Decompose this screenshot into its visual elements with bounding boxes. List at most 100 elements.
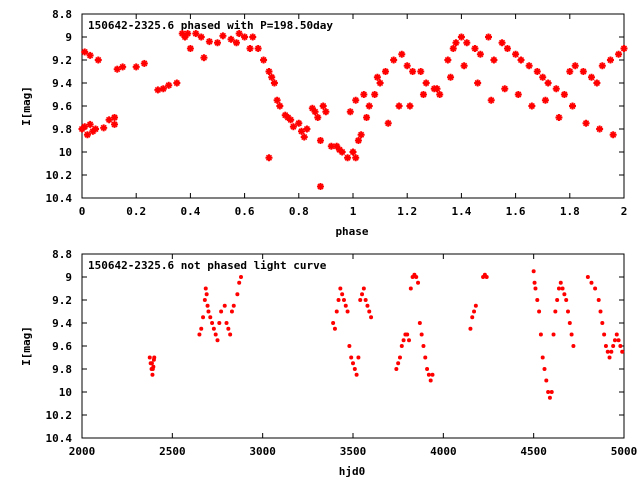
x-tick-label: 1.2 (397, 205, 417, 218)
data-point (365, 102, 373, 110)
data-point (490, 56, 498, 64)
y-tick-label: 8.8 (52, 8, 72, 21)
y-tick-label: 9.6 (52, 340, 72, 353)
data-point (609, 131, 617, 139)
data-point (363, 114, 371, 121)
data-point (287, 116, 295, 124)
data-point (571, 344, 576, 348)
data-point (140, 59, 148, 67)
data-point (612, 338, 617, 343)
data-point (210, 321, 215, 325)
data-point (334, 309, 339, 314)
data-point (463, 39, 471, 47)
data-point (468, 326, 473, 331)
data-point (544, 79, 552, 87)
data-point (616, 338, 621, 343)
data-point (343, 303, 348, 308)
data-point (571, 62, 579, 70)
data-point (452, 39, 460, 47)
data-point (528, 102, 536, 110)
data-point (384, 119, 392, 127)
data-point (474, 79, 482, 87)
data-point (600, 321, 605, 325)
data-point (615, 50, 623, 58)
y-tick-label: 9.8 (52, 123, 72, 136)
data-point (533, 286, 538, 291)
data-point (319, 102, 327, 110)
data-point (593, 286, 598, 291)
data-point (419, 91, 427, 98)
x-tick-label: 2500 (159, 445, 186, 458)
data-point (593, 79, 601, 87)
data-point (421, 344, 426, 348)
data-point (436, 91, 444, 98)
data-point (235, 292, 240, 297)
x-tick-label: 1.8 (560, 205, 580, 218)
y-tick-label: 10 (59, 386, 72, 399)
data-point (159, 85, 167, 93)
data-point (596, 125, 604, 133)
data-point (449, 45, 457, 52)
data-point (525, 62, 533, 70)
data-point (555, 114, 563, 121)
data-point (205, 303, 210, 308)
data-point (219, 32, 227, 40)
data-point (401, 338, 406, 343)
data-point (81, 123, 89, 131)
data-point (295, 119, 303, 127)
data-point (298, 127, 306, 135)
data-point (268, 73, 276, 81)
data-point (186, 45, 194, 52)
data-point (426, 372, 431, 377)
y-tick-label: 9.8 (52, 363, 72, 376)
data-point (105, 116, 113, 124)
data-point (232, 39, 240, 47)
data-point (229, 309, 234, 314)
y-tick-label: 9 (65, 31, 72, 44)
y-tick-label: 10.2 (46, 169, 73, 182)
x-tick-label: 1.4 (451, 205, 471, 218)
data-point (347, 344, 352, 348)
x-tick-label: 5000 (611, 445, 638, 458)
data-point (316, 183, 324, 190)
y-tick-label: 10.4 (46, 432, 73, 445)
x-tick-label: 0.6 (235, 205, 255, 218)
data-point (533, 68, 541, 75)
x-tick-label: 0 (79, 205, 86, 218)
data-point (579, 68, 587, 75)
data-point (373, 73, 381, 81)
data-point (430, 372, 435, 377)
data-point (119, 63, 127, 71)
y-tick-label: 10.2 (46, 409, 73, 422)
phased-x-axis-label: phase (335, 225, 368, 238)
data-point (132, 63, 140, 71)
data-point (425, 367, 430, 371)
data-point (457, 33, 465, 41)
data-point (394, 367, 399, 371)
data-point (197, 33, 205, 41)
data-point (94, 56, 102, 64)
data-point (603, 344, 608, 348)
data-point (403, 62, 411, 70)
data-point (484, 275, 489, 279)
plot-frame (81, 13, 625, 199)
data-point (352, 96, 360, 104)
data-point (422, 79, 430, 87)
data-point (569, 102, 577, 110)
data-point (498, 39, 506, 47)
data-point (390, 56, 398, 64)
data-point (356, 355, 361, 360)
data-point (354, 137, 362, 144)
data-point (211, 326, 216, 331)
phased-y-axis-label: I[mag] (20, 86, 33, 126)
data-point (331, 321, 336, 325)
data-point (81, 48, 89, 56)
data-point (607, 355, 612, 360)
data-point (369, 315, 374, 320)
data-point (154, 86, 162, 94)
data-point (237, 280, 242, 285)
data-point (546, 390, 551, 394)
data-point (565, 309, 570, 314)
phased-plot-title: 150642-2325.6 phased with P=198.50day (88, 19, 333, 32)
x-tick-label: 2000 (69, 445, 96, 458)
